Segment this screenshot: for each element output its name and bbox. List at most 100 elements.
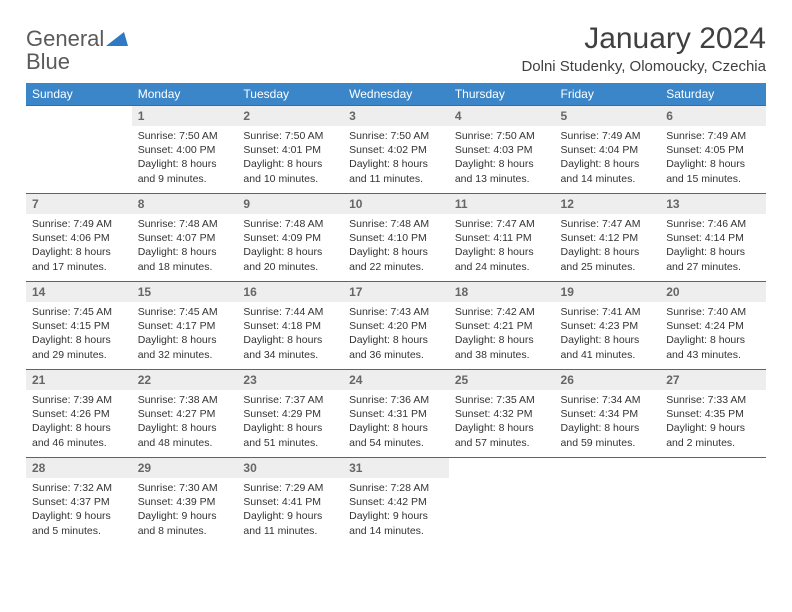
daylight-line: Daylight: 8 hours and 18 minutes. — [138, 246, 217, 272]
weekday-row: Sunday Monday Tuesday Wednesday Thursday… — [26, 83, 766, 105]
day-cell: 31Sunrise: 7:28 AMSunset: 4:42 PMDayligh… — [343, 457, 449, 545]
day-cell — [555, 457, 661, 545]
sunrise-line: Sunrise: 7:28 AM — [349, 482, 429, 494]
sunset-line: Sunset: 4:35 PM — [666, 408, 744, 420]
sunset-line: Sunset: 4:24 PM — [666, 320, 744, 332]
sunrise-line: Sunrise: 7:29 AM — [243, 482, 323, 494]
day-cell: 14Sunrise: 7:45 AMSunset: 4:15 PMDayligh… — [26, 281, 132, 369]
sunrise-line: Sunrise: 7:36 AM — [349, 394, 429, 406]
sunrise-line: Sunrise: 7:38 AM — [138, 394, 218, 406]
sunset-line: Sunset: 4:01 PM — [243, 144, 321, 156]
day-details: Sunrise: 7:28 AMSunset: 4:42 PMDaylight:… — [343, 478, 449, 544]
sunrise-line: Sunrise: 7:33 AM — [666, 394, 746, 406]
sunrise-line: Sunrise: 7:49 AM — [32, 218, 112, 230]
daylight-line: Daylight: 8 hours and 11 minutes. — [349, 158, 428, 184]
brand-triangle-icon — [106, 30, 128, 51]
day-details: Sunrise: 7:48 AMSunset: 4:09 PMDaylight:… — [237, 214, 343, 280]
day-details: Sunrise: 7:47 AMSunset: 4:11 PMDaylight:… — [449, 214, 555, 280]
daylight-line: Daylight: 8 hours and 46 minutes. — [32, 422, 111, 448]
day-number: 21 — [26, 369, 132, 390]
weekday-header: Saturday — [660, 83, 766, 105]
page-title: January 2024 — [521, 22, 766, 56]
sunset-line: Sunset: 4:07 PM — [138, 232, 216, 244]
day-number: 6 — [660, 105, 766, 126]
day-cell: 20Sunrise: 7:40 AMSunset: 4:24 PMDayligh… — [660, 281, 766, 369]
day-number: 27 — [660, 369, 766, 390]
daylight-line: Daylight: 8 hours and 41 minutes. — [561, 334, 640, 360]
day-cell: 22Sunrise: 7:38 AMSunset: 4:27 PMDayligh… — [132, 369, 238, 457]
daylight-line: Daylight: 8 hours and 17 minutes. — [32, 246, 111, 272]
sunrise-line: Sunrise: 7:48 AM — [243, 218, 323, 230]
day-details: Sunrise: 7:50 AMSunset: 4:02 PMDaylight:… — [343, 126, 449, 192]
daylight-line: Daylight: 8 hours and 27 minutes. — [666, 246, 745, 272]
sunset-line: Sunset: 4:03 PM — [455, 144, 533, 156]
day-details: Sunrise: 7:29 AMSunset: 4:41 PMDaylight:… — [237, 478, 343, 544]
day-number: 10 — [343, 193, 449, 214]
sunset-line: Sunset: 4:31 PM — [349, 408, 427, 420]
daylight-line: Daylight: 8 hours and 59 minutes. — [561, 422, 640, 448]
sunrise-line: Sunrise: 7:43 AM — [349, 306, 429, 318]
daylight-line: Daylight: 8 hours and 29 minutes. — [32, 334, 111, 360]
sunset-line: Sunset: 4:06 PM — [32, 232, 110, 244]
day-number: 1 — [132, 105, 238, 126]
day-details: Sunrise: 7:39 AMSunset: 4:26 PMDaylight:… — [26, 390, 132, 456]
sunrise-line: Sunrise: 7:32 AM — [32, 482, 112, 494]
day-cell: 13Sunrise: 7:46 AMSunset: 4:14 PMDayligh… — [660, 193, 766, 281]
day-cell: 26Sunrise: 7:34 AMSunset: 4:34 PMDayligh… — [555, 369, 661, 457]
brand-word2: Blue — [26, 49, 70, 74]
day-number: 14 — [26, 281, 132, 302]
day-cell — [660, 457, 766, 545]
day-number: 24 — [343, 369, 449, 390]
day-details: Sunrise: 7:32 AMSunset: 4:37 PMDaylight:… — [26, 478, 132, 544]
week-row: 14Sunrise: 7:45 AMSunset: 4:15 PMDayligh… — [26, 281, 766, 369]
day-details: Sunrise: 7:38 AMSunset: 4:27 PMDaylight:… — [132, 390, 238, 456]
day-details: Sunrise: 7:45 AMSunset: 4:15 PMDaylight:… — [26, 302, 132, 368]
daylight-line: Daylight: 8 hours and 36 minutes. — [349, 334, 428, 360]
day-cell: 17Sunrise: 7:43 AMSunset: 4:20 PMDayligh… — [343, 281, 449, 369]
day-details: Sunrise: 7:34 AMSunset: 4:34 PMDaylight:… — [555, 390, 661, 456]
day-details: Sunrise: 7:33 AMSunset: 4:35 PMDaylight:… — [660, 390, 766, 456]
day-cell: 12Sunrise: 7:47 AMSunset: 4:12 PMDayligh… — [555, 193, 661, 281]
day-cell: 5Sunrise: 7:49 AMSunset: 4:04 PMDaylight… — [555, 105, 661, 193]
day-details: Sunrise: 7:36 AMSunset: 4:31 PMDaylight:… — [343, 390, 449, 456]
day-details: Sunrise: 7:49 AMSunset: 4:05 PMDaylight:… — [660, 126, 766, 192]
sunrise-line: Sunrise: 7:46 AM — [666, 218, 746, 230]
day-number-empty — [26, 105, 132, 126]
day-number: 22 — [132, 369, 238, 390]
sunset-line: Sunset: 4:27 PM — [138, 408, 216, 420]
sunset-line: Sunset: 4:04 PM — [561, 144, 639, 156]
day-number: 17 — [343, 281, 449, 302]
day-number: 26 — [555, 369, 661, 390]
day-cell: 25Sunrise: 7:35 AMSunset: 4:32 PMDayligh… — [449, 369, 555, 457]
sunrise-line: Sunrise: 7:49 AM — [561, 130, 641, 142]
sunrise-line: Sunrise: 7:45 AM — [138, 306, 218, 318]
day-details: Sunrise: 7:40 AMSunset: 4:24 PMDaylight:… — [660, 302, 766, 368]
day-details: Sunrise: 7:45 AMSunset: 4:17 PMDaylight:… — [132, 302, 238, 368]
day-cell: 19Sunrise: 7:41 AMSunset: 4:23 PMDayligh… — [555, 281, 661, 369]
day-cell: 28Sunrise: 7:32 AMSunset: 4:37 PMDayligh… — [26, 457, 132, 545]
day-number: 30 — [237, 457, 343, 478]
day-number: 18 — [449, 281, 555, 302]
day-details: Sunrise: 7:41 AMSunset: 4:23 PMDaylight:… — [555, 302, 661, 368]
weekday-header: Sunday — [26, 83, 132, 105]
sunrise-line: Sunrise: 7:37 AM — [243, 394, 323, 406]
day-cell: 2Sunrise: 7:50 AMSunset: 4:01 PMDaylight… — [237, 105, 343, 193]
day-number-empty — [660, 457, 766, 478]
weekday-header: Monday — [132, 83, 238, 105]
sunrise-line: Sunrise: 7:34 AM — [561, 394, 641, 406]
day-number-empty — [555, 457, 661, 478]
daylight-line: Daylight: 9 hours and 8 minutes. — [138, 510, 217, 536]
calendar-page: General Blue January 2024 Dolni Studenky… — [0, 0, 792, 567]
day-number: 12 — [555, 193, 661, 214]
sunrise-line: Sunrise: 7:47 AM — [455, 218, 535, 230]
sunrise-line: Sunrise: 7:44 AM — [243, 306, 323, 318]
day-cell: 10Sunrise: 7:48 AMSunset: 4:10 PMDayligh… — [343, 193, 449, 281]
day-number: 29 — [132, 457, 238, 478]
sunrise-line: Sunrise: 7:49 AM — [666, 130, 746, 142]
daylight-line: Daylight: 8 hours and 43 minutes. — [666, 334, 745, 360]
daylight-line: Daylight: 8 hours and 32 minutes. — [138, 334, 217, 360]
sunset-line: Sunset: 4:37 PM — [32, 496, 110, 508]
day-details: Sunrise: 7:47 AMSunset: 4:12 PMDaylight:… — [555, 214, 661, 280]
day-details: Sunrise: 7:50 AMSunset: 4:03 PMDaylight:… — [449, 126, 555, 192]
day-cell — [26, 105, 132, 193]
